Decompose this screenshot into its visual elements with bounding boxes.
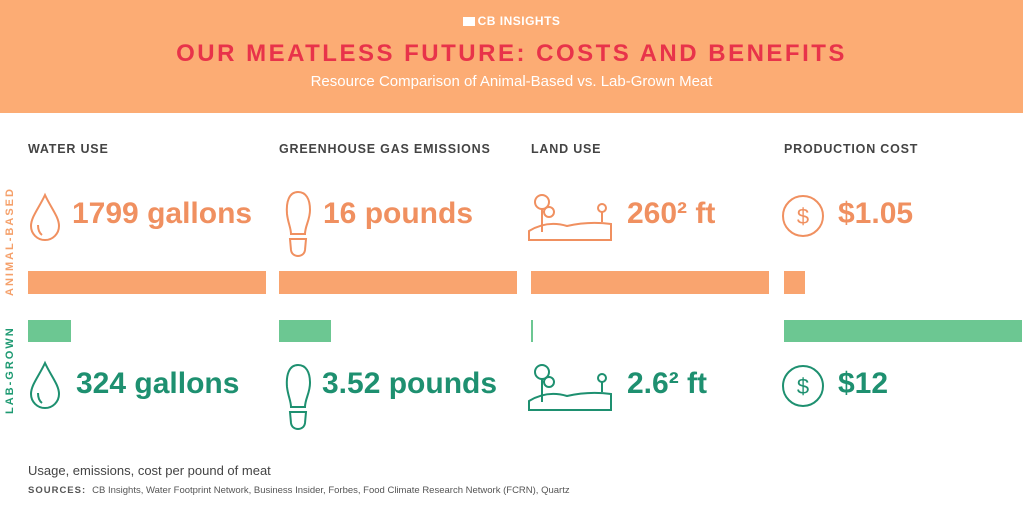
value-label-animal-cost: $1.05 — [838, 197, 914, 230]
value-label-animal-land: 260² ft — [627, 197, 716, 230]
landscape-icon — [528, 364, 612, 411]
bar-animal-cost — [784, 271, 805, 294]
value-label-lab-land: 2.6² ft — [627, 367, 708, 400]
bar-lab-cost — [784, 320, 1022, 342]
brand-logo: CB INSIGHTS — [0, 14, 1023, 28]
sources-label: SOURCES: — [28, 485, 87, 496]
column-header-land: LAND USE — [531, 142, 602, 156]
footnote: Usage, emissions, cost per pound of meat — [28, 463, 271, 478]
footprint-icon — [285, 363, 312, 430]
water-drop-icon — [29, 360, 61, 409]
value-label-lab-cost: $12 — [838, 367, 889, 400]
dollar-icon: $ — [782, 195, 824, 237]
value-label-lab-water: 324 gallons — [76, 367, 240, 400]
column-header-cost: PRODUCTION COST — [784, 142, 919, 156]
bar-lab-water — [28, 320, 71, 342]
sources-text: CB Insights, Water Footprint Network, Bu… — [92, 485, 570, 496]
brand-mark-icon — [462, 17, 475, 26]
value-label-animal-water: 1799 gallons — [72, 197, 253, 230]
row-label-lab: LAB-GROWN — [4, 326, 16, 414]
value-label-animal-emissions: 16 pounds — [323, 197, 474, 230]
bar-animal-land — [531, 271, 769, 294]
bar-lab-land — [531, 320, 533, 342]
sources-line: SOURCES: CB Insights, Water Footprint Net… — [28, 485, 570, 496]
bar-animal-emissions — [279, 271, 517, 294]
chart-subtitle: Resource Comparison of Animal-Based vs. … — [310, 73, 713, 90]
column-header-emissions: GREENHOUSE GAS EMISSIONS — [279, 142, 491, 156]
dollar-icon: $ — [782, 365, 824, 407]
svg-text:$: $ — [797, 374, 809, 399]
svg-text:$: $ — [797, 204, 809, 229]
header: CB INSIGHTS OUR MEATLESS FUTURE: COSTS A… — [0, 0, 1023, 113]
value-label-lab-emissions: 3.52 pounds — [322, 367, 498, 400]
landscape-icon — [528, 194, 612, 241]
brand-text: CB INSIGHTS — [477, 14, 561, 28]
row-label-animal: ANIMAL-BASED — [4, 187, 16, 296]
footprint-icon — [285, 190, 312, 257]
bar-animal-water — [28, 271, 266, 294]
column-header-water: WATER USE — [28, 142, 109, 156]
chart-title: OUR MEATLESS FUTURE: COSTS AND BENEFITS — [176, 40, 847, 67]
water-drop-icon — [29, 192, 61, 241]
bar-lab-emissions — [279, 320, 331, 342]
